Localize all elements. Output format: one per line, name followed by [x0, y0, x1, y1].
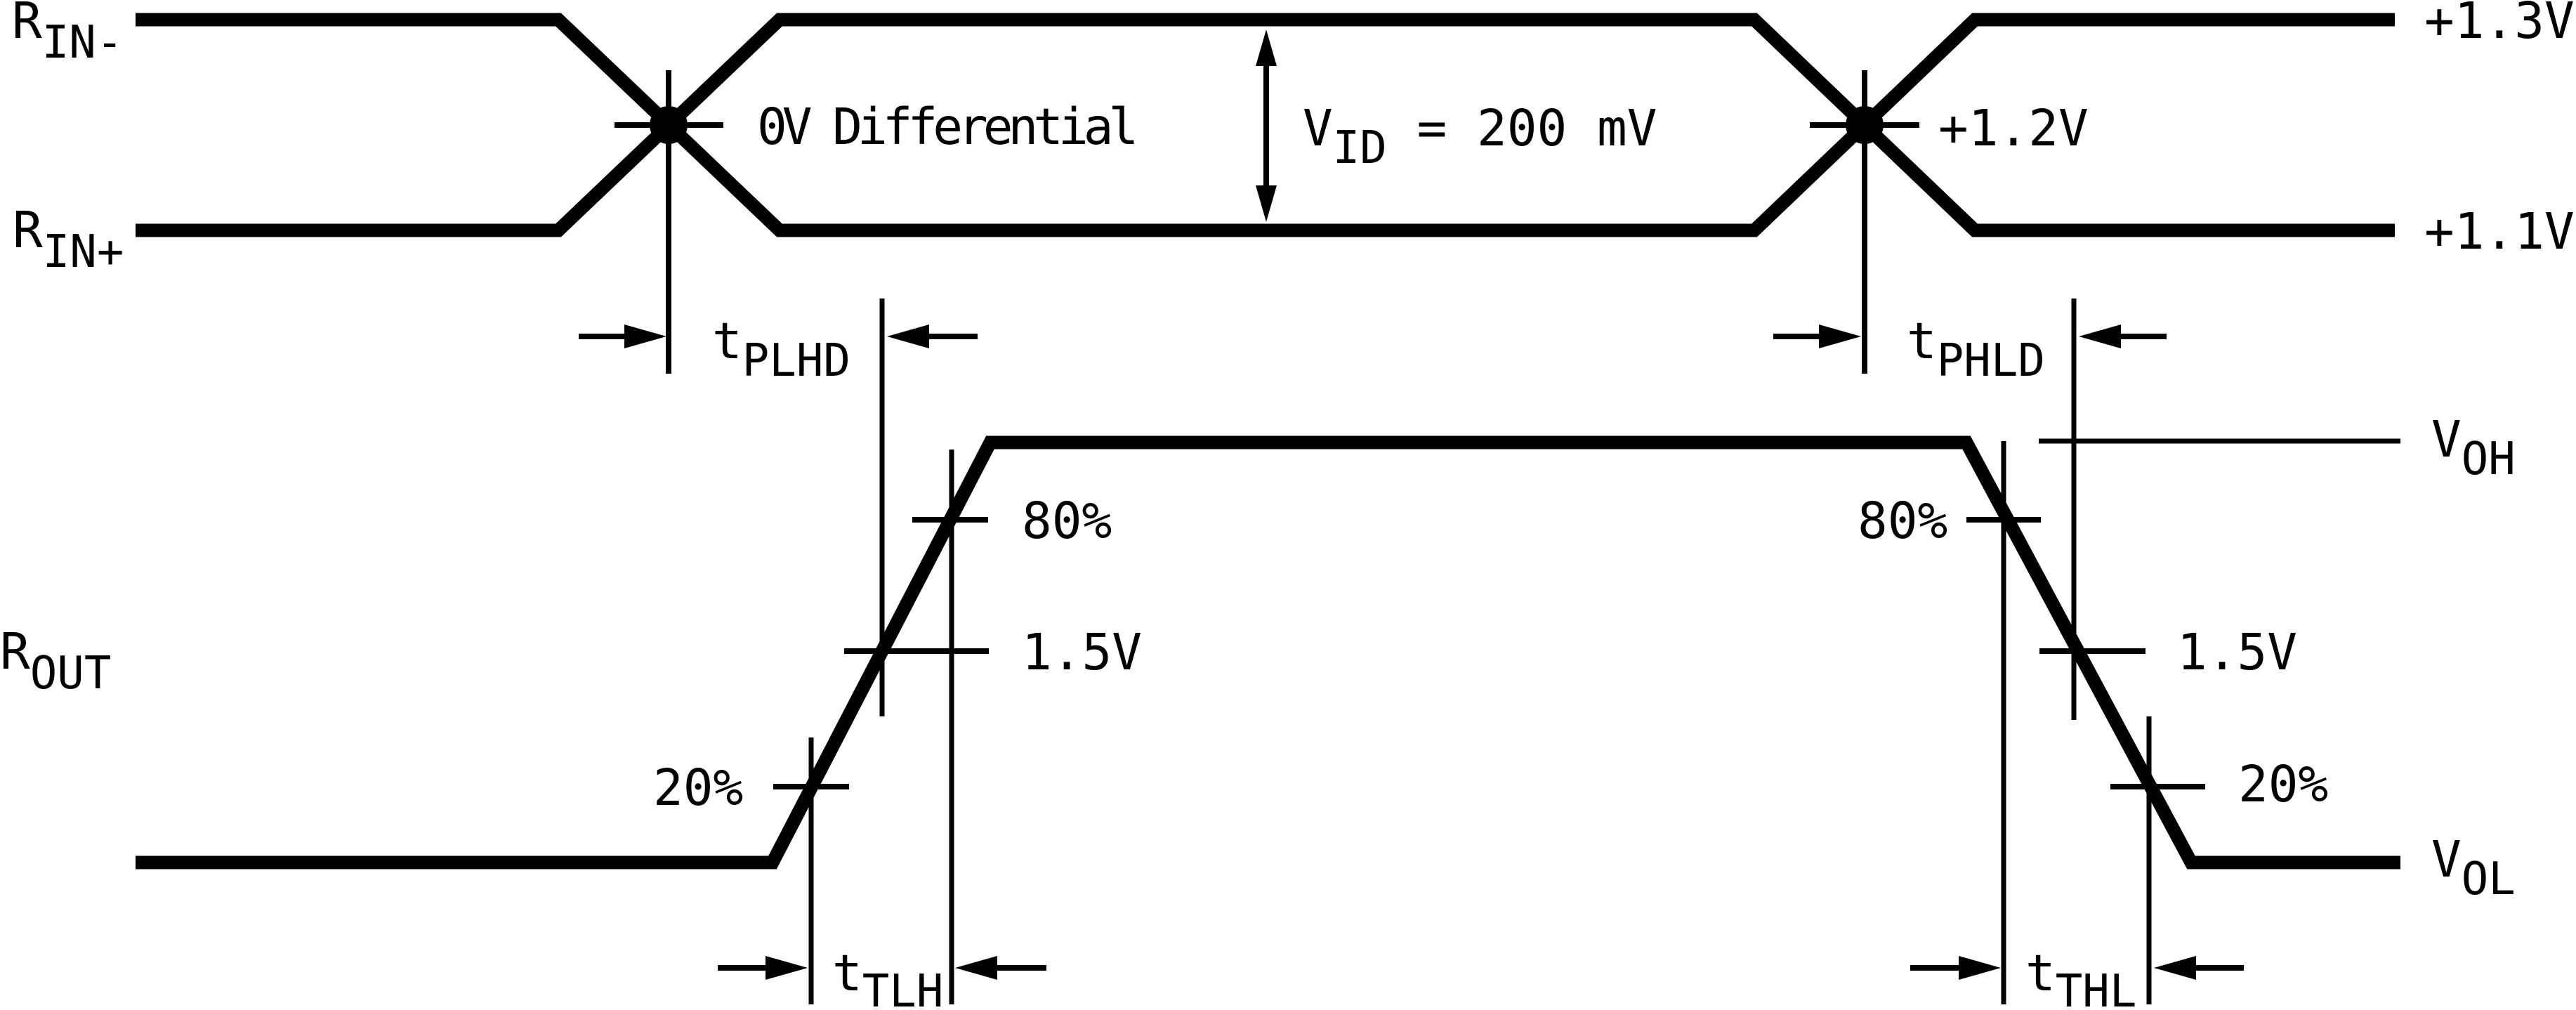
tphld-right-arrow-icon [2079, 324, 2121, 348]
zero-differential-label: 0V Differential [757, 98, 1133, 156]
falling-80-label: 80% [1858, 492, 1947, 550]
signal-label-rout: ROUT [0, 622, 111, 700]
input-waveform-b [136, 13, 2395, 237]
tthl-left-arrow-icon [1959, 956, 2001, 980]
ttlh-label: tTLH [832, 944, 943, 1010]
vid-label: VID = 200 mV [1303, 99, 1657, 174]
input-waveform-a [136, 13, 2395, 237]
voh-label: VOH [2431, 410, 2516, 485]
tplhd-right-arrow-icon [887, 324, 929, 348]
falling-20-label: 20% [2238, 755, 2328, 813]
tthl-label: tTHL [2025, 944, 2136, 1010]
tphld-label: tPHLD [1907, 312, 2045, 387]
vid-arrow-down-icon [1256, 185, 1277, 222]
tplhd-label: tPLHD [712, 312, 850, 387]
rising-80-label: 80% [1022, 492, 1112, 550]
ttlh-left-arrow-icon [765, 956, 808, 980]
input-high-level-label: +1.3V [2424, 0, 2575, 50]
crossing-voltage-label: +1.2V [1938, 99, 2089, 157]
tphld-left-arrow-icon [1819, 324, 1861, 348]
tthl-right-arrow-icon [2154, 956, 2196, 980]
signal-label-rin-minus: RIN- [12, 0, 123, 69]
vid-arrow-up-icon [1256, 29, 1277, 66]
ttlh-right-arrow-icon [955, 956, 997, 980]
falling-15-label: 1.5V [2177, 623, 2297, 681]
output-waveform [136, 435, 2400, 870]
rising-20-label: 20% [653, 759, 743, 817]
input-low-level-label: +1.1V [2424, 202, 2575, 261]
vol-label: VOL [2431, 830, 2516, 905]
signal-label-rin-plus: RIN+ [13, 201, 124, 278]
rising-15-label: 1.5V [1022, 623, 1142, 681]
tplhd-left-arrow-icon [624, 324, 666, 348]
